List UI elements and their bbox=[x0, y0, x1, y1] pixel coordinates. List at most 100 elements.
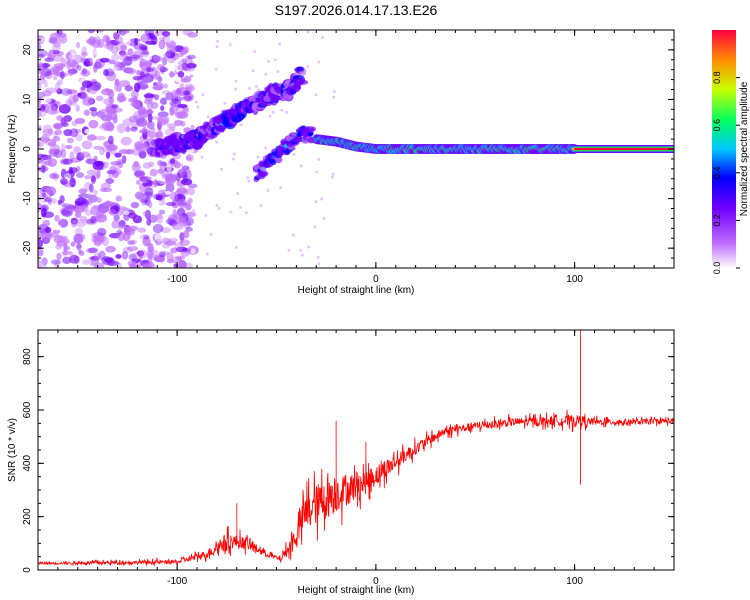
spectrogram-cell bbox=[93, 234, 105, 245]
spectrogram-xlabel: Height of straight line (km) bbox=[298, 285, 415, 296]
spectrogram-cell bbox=[76, 64, 82, 71]
spectrogram-cell bbox=[76, 244, 82, 249]
spectrogram-cell bbox=[185, 153, 194, 162]
spectrogram-cell bbox=[184, 83, 194, 90]
spectrogram-cell bbox=[141, 121, 153, 127]
spectrogram-cell bbox=[291, 233, 295, 237]
spectrogram-cell bbox=[173, 172, 182, 182]
spectrogram-cell bbox=[65, 99, 73, 107]
spectrogram-cell bbox=[161, 90, 171, 95]
spectrogram-cell bbox=[183, 46, 190, 54]
spectrogram-cell bbox=[38, 66, 43, 74]
spectrogram-cell bbox=[70, 241, 76, 247]
spectrogram-cell bbox=[52, 41, 62, 52]
spectrogram-cell bbox=[93, 204, 99, 211]
spectrogram-cell bbox=[47, 70, 59, 75]
spectrogram-cell bbox=[140, 45, 148, 51]
spectrogram-cell bbox=[110, 104, 118, 110]
spectrogram-cell bbox=[143, 99, 154, 105]
spectrogram-ylabel: Frequency (Hz) bbox=[7, 115, 18, 184]
spectrogram-cell bbox=[134, 191, 145, 200]
spectrogram-cell bbox=[116, 84, 122, 93]
spectrogram-cell bbox=[86, 169, 97, 176]
spectrogram-cell bbox=[119, 61, 126, 71]
spectrogram-cell bbox=[173, 161, 182, 169]
spectrogram-cell bbox=[52, 76, 58, 81]
spectrogram-cell bbox=[70, 167, 78, 174]
spectrogram-cell bbox=[38, 259, 42, 268]
spectrogram-cell bbox=[68, 94, 77, 104]
spectrogram-cell bbox=[187, 56, 193, 65]
spectrogram-cell bbox=[80, 51, 88, 57]
spectrogram-cell bbox=[192, 209, 196, 213]
spectrogram-cell bbox=[143, 191, 154, 199]
spectrogram-cell bbox=[113, 214, 120, 222]
spectrogram-cell bbox=[315, 170, 319, 174]
spectrogram-ytick-label: 0 bbox=[22, 146, 33, 152]
spectrogram-cell bbox=[90, 175, 96, 184]
snr-plot: -100 0 100 0 200 400 600 800 Height of straight… bbox=[7, 329, 675, 596]
spectrogram-cell bbox=[152, 85, 164, 91]
spectrogram-cell bbox=[78, 188, 88, 195]
spectrogram-cell bbox=[239, 123, 243, 127]
spectrogram-cell bbox=[179, 240, 183, 244]
spectrogram-cell bbox=[60, 117, 68, 127]
spectrogram-cell bbox=[122, 30, 130, 34]
spectrogram-cell bbox=[63, 129, 73, 137]
spectrogram-cell bbox=[232, 152, 236, 156]
spectrogram-cell bbox=[147, 113, 153, 123]
snr-ytick-label: 800 bbox=[22, 348, 33, 365]
spectrogram-cell bbox=[121, 155, 127, 164]
spectrogram-cell bbox=[144, 209, 152, 220]
spectrogram-cell bbox=[157, 199, 166, 206]
spectrogram-cell bbox=[38, 42, 42, 51]
spectrogram-cell bbox=[206, 115, 210, 119]
spectrogram-cell bbox=[159, 160, 165, 171]
spectrogram-cell bbox=[330, 175, 334, 179]
spectrogram-cell bbox=[117, 30, 123, 34]
spectrogram-cell bbox=[94, 135, 106, 141]
spectrogram-xtick-label: -100 bbox=[167, 274, 187, 285]
spectrogram-cell bbox=[105, 144, 118, 151]
spectrogram-cell bbox=[86, 193, 93, 201]
spectrogram-cell bbox=[88, 194, 98, 203]
spectrogram-cell bbox=[44, 103, 55, 108]
spectrogram-cell bbox=[38, 156, 43, 164]
spectrogram-cell bbox=[42, 90, 52, 97]
spectrogram-cell bbox=[264, 73, 268, 77]
spectrogram-cell bbox=[269, 159, 277, 166]
spectrogram-cell bbox=[49, 65, 62, 73]
spectrogram-cell bbox=[205, 252, 209, 256]
spectrogram-cell bbox=[186, 62, 197, 69]
spectrogram-cell bbox=[46, 195, 52, 201]
spectrogram-cell bbox=[296, 66, 304, 72]
spectrogram-cell bbox=[259, 166, 267, 172]
spectrogram-cell bbox=[98, 250, 106, 260]
spectrogram-cell bbox=[52, 68, 60, 74]
spectrogram-cell bbox=[74, 235, 86, 241]
spectrogram-cell bbox=[38, 238, 44, 249]
spectrogram-cell bbox=[116, 93, 126, 103]
spectrogram-cell bbox=[88, 247, 99, 254]
spectrogram-cell bbox=[42, 128, 53, 137]
spectrogram-cell bbox=[180, 163, 184, 167]
spectrogram-cell bbox=[54, 82, 61, 92]
spectrogram-cell bbox=[58, 35, 68, 44]
spectrogram-cell bbox=[69, 254, 80, 264]
spectrogram-cell bbox=[75, 172, 85, 178]
spectrogram-cell bbox=[150, 127, 156, 132]
spectrogram-cell bbox=[181, 58, 188, 63]
spectrogram-cell bbox=[38, 141, 41, 147]
spectrogram-cell bbox=[292, 152, 296, 156]
spectrogram-cell bbox=[43, 79, 48, 88]
spectrogram-cell bbox=[251, 69, 255, 73]
spectrogram-cell bbox=[41, 192, 47, 198]
spectrogram-cell bbox=[108, 96, 115, 105]
spectrogram-cell bbox=[47, 128, 54, 136]
spectrogram-cell bbox=[165, 50, 176, 59]
colorbar: 0.0 0.2 0.4 0.6 0.8 Normalized spectral ampl… bbox=[712, 30, 750, 274]
spectrogram-cell bbox=[38, 248, 44, 257]
spectrogram-cell bbox=[72, 94, 79, 103]
spectrogram-cell bbox=[276, 70, 280, 74]
spectrogram-cell bbox=[147, 55, 153, 61]
